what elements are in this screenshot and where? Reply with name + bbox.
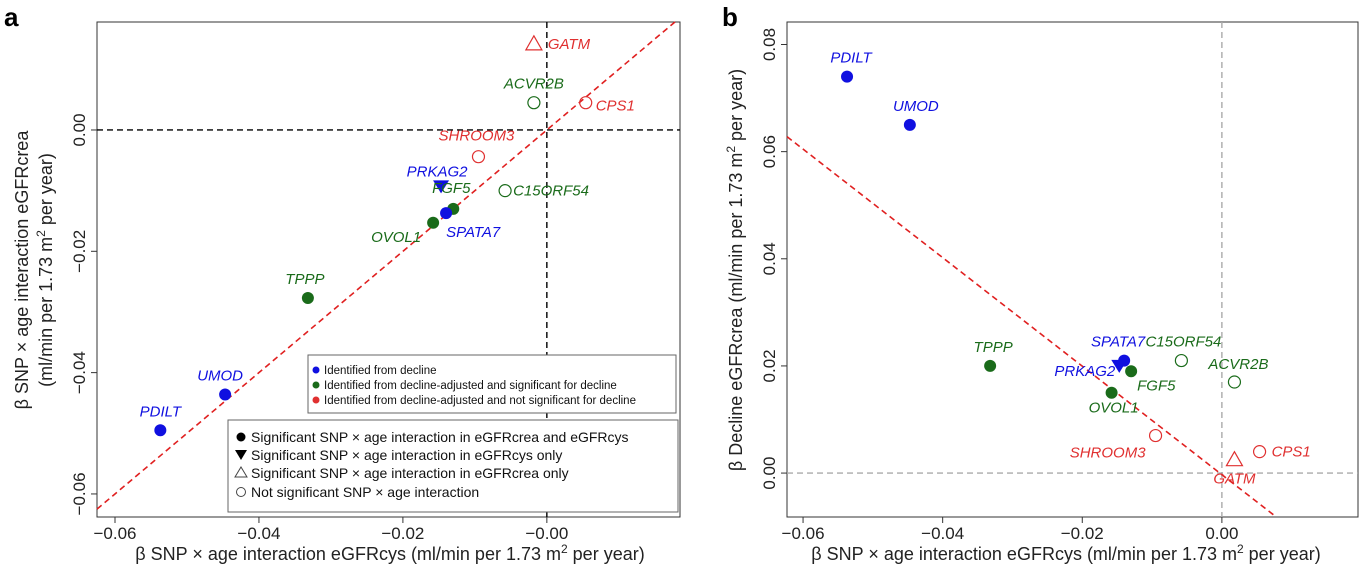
point-acvr2b-a bbox=[527, 96, 541, 110]
gene-label-ovol1-b: OVOL1 bbox=[1089, 400, 1139, 417]
point-acvr2b-b bbox=[1227, 375, 1242, 389]
point-ovol1-a bbox=[427, 216, 440, 229]
point-c15orf54-b bbox=[1174, 353, 1188, 368]
gene-label-pdilt-b: PDILT bbox=[830, 50, 873, 67]
point-cps1-b bbox=[1252, 445, 1267, 459]
legend-shape-label-not-sig: Not significant SNP × age interaction bbox=[251, 484, 479, 500]
point-umod-b bbox=[903, 118, 916, 131]
gene-label-cps1-a: CPS1 bbox=[596, 98, 635, 115]
y-tick-label-a: 0.00 bbox=[70, 113, 89, 146]
gene-label-pdilt-a: PDILT bbox=[140, 403, 183, 420]
legend-shape-label-crea-only: Significant SNP × age interaction in eGF… bbox=[251, 465, 569, 481]
point-tppp-a bbox=[301, 292, 314, 305]
panel-letter-a: a bbox=[4, 2, 19, 32]
gene-label-cps1-b: CPS1 bbox=[1272, 444, 1311, 461]
x-tick-label-b: 0.00 bbox=[1205, 524, 1238, 543]
gene-label-umod-a: UMOD bbox=[197, 367, 243, 384]
gene-label-fgf5-a: FGF5 bbox=[432, 180, 471, 197]
point-cps1-a bbox=[579, 96, 593, 110]
plot-frame-a bbox=[96, 21, 681, 518]
point-prkag2-b bbox=[1111, 359, 1128, 373]
gene-label-tppp-a: TPPP bbox=[285, 271, 324, 288]
point-fgf5-b bbox=[1125, 365, 1138, 378]
x-tick-label-a: −0.06 bbox=[93, 524, 136, 543]
point-gatm-a bbox=[524, 34, 543, 51]
gene-label-umod-b: UMOD bbox=[893, 98, 939, 115]
legend-shape-filled-triangle bbox=[235, 450, 247, 460]
y-tick-label-a: −0.06 bbox=[70, 472, 89, 515]
panel-letter-b: b bbox=[722, 2, 738, 32]
point-shroom3-b bbox=[1148, 428, 1163, 443]
color-legend-box bbox=[307, 354, 677, 414]
color-legend: Identified from decline Identified from … bbox=[307, 354, 677, 414]
x-tick-label-b: −0.04 bbox=[921, 524, 964, 543]
panel-b: b −0.06 −0.04 −0.02 0.00 0.00 0.02 0.04 0.06 0.0… bbox=[722, 2, 1359, 564]
shape-legend: Significant SNP × age interaction in eGF… bbox=[227, 419, 679, 513]
gene-label-gatm-a: GATM bbox=[548, 36, 591, 53]
gene-label-gatm-b: GATM bbox=[1213, 471, 1256, 488]
point-spata7-a bbox=[440, 207, 453, 220]
point-c15orf54-a bbox=[498, 184, 512, 198]
x-tick-label-a: −0.00 bbox=[525, 524, 568, 543]
gene-label-shroom3-a: SHROOM3 bbox=[439, 128, 516, 145]
reference-line-b bbox=[786, 136, 1277, 518]
y-axis-title-b: β Decline eGFRcrea (ml/min per 1.73 m2 p… bbox=[724, 69, 746, 471]
gene-label-fgf5-b: FGF5 bbox=[1137, 377, 1176, 394]
legend-label-decline: Identified from decline bbox=[324, 365, 437, 377]
x-tick-label-a: −0.04 bbox=[237, 524, 280, 543]
gene-label-c15orf54-a: C15ORF54 bbox=[513, 183, 589, 200]
y-tick-label-b: 0.08 bbox=[760, 28, 779, 61]
gene-label-spata7-b: SPATA7 bbox=[1091, 334, 1146, 351]
gene-label-acvr2b-b: ACVR2B bbox=[1207, 356, 1268, 373]
x-axis-title-a: β SNP × age interaction eGFRcys (ml/min … bbox=[135, 542, 644, 564]
plot-frame-b bbox=[786, 21, 1359, 518]
point-shroom3-a bbox=[471, 150, 486, 164]
gene-label-ovol1-a: OVOL1 bbox=[371, 229, 421, 246]
legend-dot-decline bbox=[312, 366, 320, 374]
legend-dot-adjusted-sig bbox=[312, 381, 320, 389]
shape-legend-box bbox=[227, 419, 679, 513]
x-tick-label-a: −0.02 bbox=[381, 524, 424, 543]
y-tick-label-b: 0.02 bbox=[760, 349, 779, 382]
point-ovol1-b bbox=[1105, 386, 1118, 399]
point-pdilt-a bbox=[154, 424, 167, 437]
legend-label-adjusted-sig: Identified from decline-adjusted and sig… bbox=[324, 380, 617, 392]
x-tick-label-b: −0.02 bbox=[1061, 524, 1104, 543]
gene-label-prkag2-a: PRKAG2 bbox=[407, 163, 469, 180]
y-axis-title-a-line1: β SNP × age interaction eGFRcrea bbox=[12, 130, 32, 410]
x-axis-title-b: β SNP × age interaction eGFRcys (ml/min … bbox=[811, 542, 1320, 564]
point-gatm-b bbox=[1225, 450, 1244, 467]
reference-line-a bbox=[96, 21, 676, 510]
legend-shape-label-both: Significant SNP × age interaction in eGF… bbox=[251, 429, 629, 445]
gene-label-shroom3-b: SHROOM3 bbox=[1070, 445, 1147, 462]
gene-label-prkag2-b: PRKAG2 bbox=[1054, 363, 1116, 380]
y-axis-title-a-line2: (ml/min per 1.73 m2 per year) bbox=[34, 153, 56, 387]
y-tick-label-b: 0.06 bbox=[760, 135, 779, 168]
gene-label-tppp-b: TPPP bbox=[974, 339, 1013, 356]
gene-label-c15orf54-b: C15ORF54 bbox=[1145, 334, 1221, 351]
gene-label-spata7-a: SPATA7 bbox=[446, 224, 501, 241]
x-tick-label-b: −0.06 bbox=[782, 524, 825, 543]
legend-shape-open-triangle bbox=[234, 466, 248, 478]
legend-shape-open-circle bbox=[236, 487, 246, 497]
y-tick-label-b: 0.04 bbox=[760, 242, 779, 275]
legend-dot-adjusted-notsig bbox=[312, 396, 320, 404]
panel-a: a −0.06 −0.04 −0.02 −0.00 −0.06 −0.04 −0.02 0.0… bbox=[4, 2, 681, 564]
legend-shape-filled-circle bbox=[236, 432, 246, 442]
point-umod-a bbox=[219, 388, 232, 401]
legend-shape-label-cys-only: Significant SNP × age interaction in eGF… bbox=[251, 447, 562, 463]
y-tick-label-a: −0.02 bbox=[70, 230, 89, 273]
y-tick-label-b: 0.00 bbox=[760, 457, 779, 490]
point-pdilt-b bbox=[841, 70, 854, 83]
point-prkag2-a bbox=[433, 180, 450, 194]
legend-label-adjusted-notsig: Identified from decline-adjusted and not… bbox=[324, 395, 636, 407]
y-tick-label-a: −0.04 bbox=[70, 351, 89, 394]
gene-label-acvr2b-a: ACVR2B bbox=[503, 76, 564, 93]
point-tppp-b bbox=[984, 359, 997, 372]
